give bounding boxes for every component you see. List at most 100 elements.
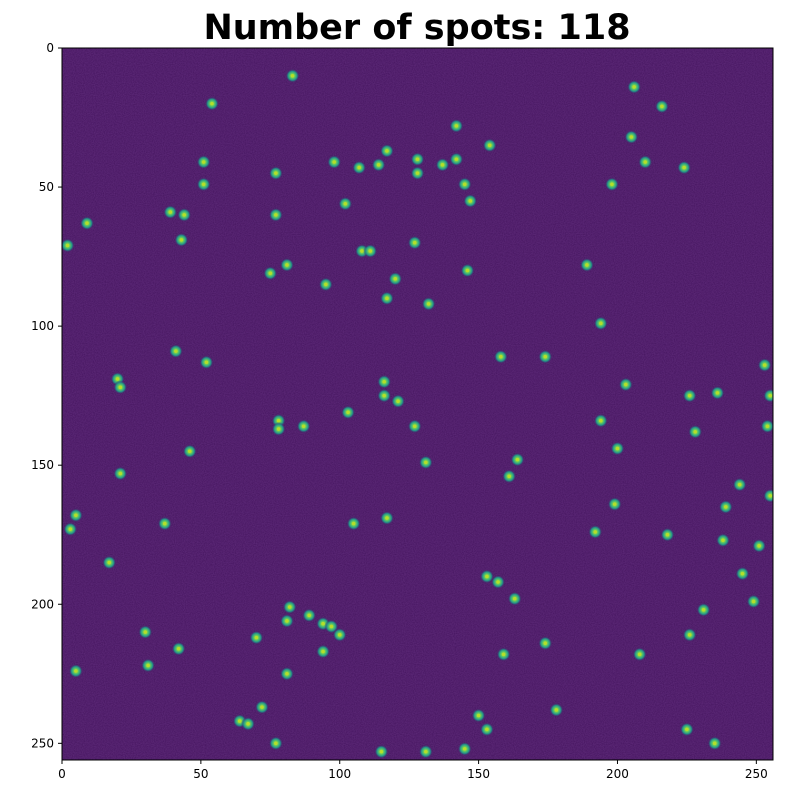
plot-area bbox=[62, 48, 773, 760]
spot-23 bbox=[463, 193, 478, 208]
spot-96 bbox=[138, 625, 153, 640]
spot-44 bbox=[493, 349, 508, 364]
spot-29 bbox=[174, 232, 189, 247]
y-tick-label: 250 bbox=[31, 736, 54, 750]
spot-45 bbox=[538, 349, 553, 364]
spot-38 bbox=[388, 271, 403, 286]
spot-24 bbox=[338, 196, 353, 211]
spot-75 bbox=[68, 508, 83, 523]
spot-30 bbox=[407, 235, 422, 250]
spot-25 bbox=[163, 205, 178, 220]
spot-55 bbox=[763, 388, 773, 403]
spot-20 bbox=[457, 177, 472, 192]
spot-63 bbox=[688, 424, 703, 439]
spot-118 bbox=[418, 744, 433, 759]
spot-26 bbox=[177, 207, 192, 222]
spot-87 bbox=[491, 575, 506, 589]
spot-104 bbox=[632, 647, 647, 662]
spot-85 bbox=[735, 566, 750, 581]
spot-53 bbox=[710, 385, 725, 400]
spot-116 bbox=[457, 741, 472, 756]
spot-1 bbox=[285, 68, 300, 83]
spot-80 bbox=[588, 524, 603, 539]
spot-31 bbox=[62, 238, 75, 253]
spot-114 bbox=[679, 722, 694, 737]
spot-18 bbox=[268, 166, 283, 181]
spot-89 bbox=[746, 594, 761, 609]
spot-113 bbox=[479, 722, 494, 737]
spot-41 bbox=[421, 296, 436, 311]
spot-81 bbox=[660, 527, 675, 542]
x-tick-label: 200 bbox=[606, 767, 629, 781]
spot-15 bbox=[371, 157, 386, 172]
spot-60 bbox=[271, 422, 286, 437]
spot-105 bbox=[141, 658, 156, 673]
spot-65 bbox=[610, 441, 625, 456]
spot-102 bbox=[316, 644, 331, 659]
x-tick-label: 0 bbox=[58, 767, 66, 781]
y-tick-label: 150 bbox=[31, 458, 54, 472]
spot-8 bbox=[379, 143, 394, 158]
spot-2 bbox=[627, 79, 642, 94]
spot-46 bbox=[199, 355, 214, 370]
spot-14 bbox=[352, 160, 367, 175]
spot-21 bbox=[196, 177, 211, 192]
spot-7 bbox=[482, 138, 497, 153]
spot-10 bbox=[449, 152, 464, 167]
x-tick-label: 250 bbox=[745, 767, 768, 781]
spot-54 bbox=[682, 388, 697, 403]
spot-11 bbox=[327, 155, 342, 170]
spot-108 bbox=[254, 700, 269, 715]
spot-82 bbox=[716, 533, 731, 548]
spot-91 bbox=[696, 602, 711, 617]
x-tick-label: 150 bbox=[467, 767, 490, 781]
spot-5 bbox=[449, 118, 464, 133]
spot-73 bbox=[607, 497, 622, 512]
spots-layer bbox=[62, 68, 773, 759]
spot-12 bbox=[196, 155, 211, 170]
spot-16 bbox=[435, 157, 450, 172]
spot-79 bbox=[63, 522, 78, 537]
spot-98 bbox=[682, 627, 697, 642]
spot-115 bbox=[268, 736, 283, 751]
spot-88 bbox=[507, 591, 522, 606]
spot-62 bbox=[407, 419, 422, 434]
y-tick-label: 200 bbox=[31, 597, 54, 611]
spot-57 bbox=[341, 405, 356, 420]
spot-28 bbox=[79, 216, 94, 231]
spot-101 bbox=[171, 641, 186, 656]
spot-33 bbox=[363, 244, 378, 259]
spot-67 bbox=[510, 452, 525, 467]
spot-40 bbox=[379, 291, 394, 306]
spot-51 bbox=[618, 377, 633, 392]
spot-47 bbox=[757, 358, 772, 373]
spot-93 bbox=[279, 613, 294, 628]
spot-39 bbox=[318, 277, 333, 292]
spot-117 bbox=[374, 744, 389, 759]
spot-52 bbox=[377, 388, 392, 403]
chart-title: Number of spots: 118 bbox=[203, 8, 631, 48]
spot-77 bbox=[157, 516, 172, 531]
spot-76 bbox=[379, 511, 394, 526]
spot-36 bbox=[460, 263, 475, 278]
spot-19 bbox=[410, 166, 425, 181]
spot-107 bbox=[279, 666, 294, 681]
spot-78 bbox=[346, 516, 361, 531]
spot-86 bbox=[479, 569, 494, 584]
spot-70 bbox=[502, 469, 517, 484]
spot-119 bbox=[707, 736, 722, 751]
axes: 0 50 100 150 200 250 0 50 100 150 200 250 bbox=[31, 41, 774, 781]
x-tick-label: 100 bbox=[328, 767, 351, 781]
x-tick-label: 50 bbox=[193, 767, 208, 781]
spot-17 bbox=[677, 160, 692, 175]
spot-109 bbox=[549, 702, 564, 717]
spot-68 bbox=[418, 455, 433, 470]
spot-42 bbox=[593, 316, 608, 331]
spot-112 bbox=[241, 716, 256, 731]
spot-74 bbox=[718, 499, 733, 514]
spot-34 bbox=[579, 257, 594, 272]
spot-106 bbox=[68, 664, 83, 678]
spot-49 bbox=[377, 374, 392, 389]
spot-90 bbox=[282, 600, 297, 615]
spot-58 bbox=[593, 413, 608, 428]
